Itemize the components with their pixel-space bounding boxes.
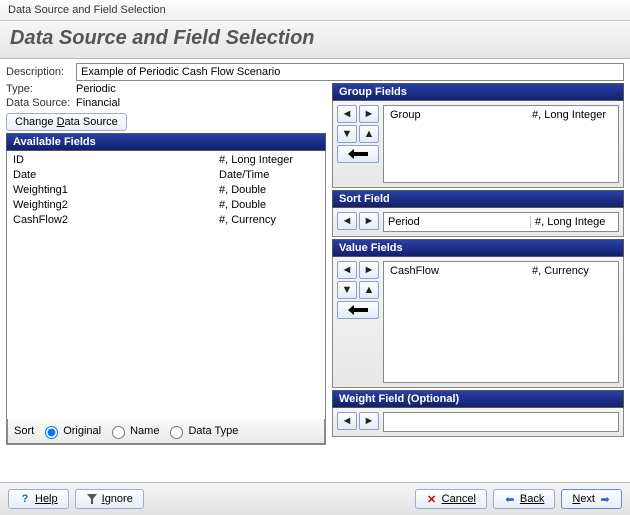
field-type: #, Double — [219, 183, 319, 198]
available-fields-header: Available Fields — [6, 133, 326, 151]
datasource-value: Financial — [76, 97, 326, 109]
sort-original-label: Original — [63, 425, 101, 437]
sort-datatype-radio[interactable] — [170, 426, 183, 439]
sort-move-left-button[interactable]: ◄ — [337, 212, 357, 230]
value-move-up-button[interactable]: ▲ — [359, 281, 379, 299]
weight-field-slot[interactable] — [383, 412, 619, 432]
bottom-bar: ? Help Ignore ✕ Cancel ⬅ Back Next ➡ — [0, 482, 630, 515]
weight-move-right-button[interactable]: ► — [359, 412, 379, 430]
page-title: Data Source and Field Selection — [10, 27, 620, 50]
arrow-left-icon: ⬅ — [504, 493, 516, 505]
value-fields-list[interactable]: CashFlow#, Currency — [383, 261, 619, 383]
next-label: Next — [572, 493, 595, 505]
field-type: Date/Time — [219, 168, 319, 183]
field-name: Date — [13, 168, 219, 183]
back-label: Back — [520, 493, 544, 505]
help-label: Help — [35, 493, 58, 505]
change-datasource-label: Change Data Source — [15, 116, 118, 128]
weight-field-header: Weight Field (Optional) — [332, 390, 624, 408]
group-fields-header: Group Fields — [332, 83, 624, 101]
list-item[interactable]: Weighting2#, Double — [7, 198, 325, 213]
list-item[interactable]: Group#, Long Integer — [384, 108, 618, 123]
sort-name-radio[interactable] — [112, 426, 125, 439]
datasource-label: Data Source: — [6, 97, 76, 109]
cancel-button[interactable]: ✕ Cancel — [415, 489, 487, 509]
weight-move-left-button[interactable]: ◄ — [337, 412, 357, 430]
list-item[interactable]: Weighting1#, Double — [7, 183, 325, 198]
cancel-label: Cancel — [442, 493, 476, 505]
value-move-right-button[interactable]: ► — [359, 261, 379, 279]
list-item[interactable]: DateDate/Time — [7, 168, 325, 183]
ignore-button[interactable]: Ignore — [75, 489, 144, 509]
help-button[interactable]: ? Help — [8, 489, 69, 509]
field-type: #, Long Intege — [530, 216, 618, 228]
group-fields-list[interactable]: Group#, Long Integer — [383, 105, 619, 183]
sort-field-slot[interactable]: Period #, Long Intege — [383, 212, 619, 232]
next-button[interactable]: Next ➡ — [561, 489, 622, 509]
list-item[interactable]: ID#, Long Integer — [7, 153, 325, 168]
sort-datatype-option[interactable]: Data Type — [165, 423, 238, 439]
field-name: Weighting1 — [13, 183, 219, 198]
value-arrow-pad: ◄ ► ▼ ▲ — [337, 261, 379, 383]
value-fields-header: Value Fields — [332, 239, 624, 257]
field-type: #, Long Integer — [532, 108, 612, 123]
list-item[interactable]: CashFlow2#, Currency — [7, 213, 325, 228]
group-arrow-pad: ◄ ► ▼ ▲ — [337, 105, 379, 183]
ignore-label: Ignore — [102, 493, 133, 505]
sort-label: Sort — [14, 425, 34, 437]
change-datasource-button[interactable]: Change Data Source — [6, 113, 127, 131]
sort-original-radio[interactable] — [45, 426, 58, 439]
field-type: #, Currency — [219, 213, 319, 228]
main-header: Data Source and Field Selection — [0, 21, 630, 59]
sort-datatype-label: Data Type — [188, 425, 238, 437]
description-label: Description: — [6, 66, 76, 78]
value-move-down-button[interactable]: ▼ — [337, 281, 357, 299]
field-type: #, Double — [219, 198, 319, 213]
field-name: CashFlow2 — [13, 213, 219, 228]
description-input[interactable] — [76, 63, 624, 81]
back-button[interactable]: ⬅ Back — [493, 489, 555, 509]
field-type: #, Long Integer — [219, 153, 319, 168]
value-move-left-button[interactable]: ◄ — [337, 261, 357, 279]
value-remove-all-button[interactable] — [337, 301, 379, 319]
group-move-down-button[interactable]: ▼ — [337, 125, 357, 143]
group-move-up-button[interactable]: ▲ — [359, 125, 379, 143]
sort-field-header: Sort Field — [332, 190, 624, 208]
group-move-right-button[interactable]: ► — [359, 105, 379, 123]
arrow-right-icon: ➡ — [599, 493, 611, 505]
help-icon: ? — [19, 493, 31, 505]
sort-original-option[interactable]: Original — [40, 423, 101, 439]
field-type: #, Currency — [532, 264, 612, 279]
available-fields-list[interactable]: ID#, Long Integer DateDate/Time Weightin… — [7, 151, 325, 419]
cancel-icon: ✕ — [426, 493, 438, 505]
filter-icon — [86, 493, 98, 505]
sort-name-option[interactable]: Name — [107, 423, 159, 439]
type-label: Type: — [6, 83, 76, 95]
field-name: Period — [384, 216, 530, 228]
sort-name-label: Name — [130, 425, 159, 437]
field-name: Group — [390, 108, 532, 123]
list-item[interactable]: CashFlow#, Currency — [384, 264, 618, 279]
field-name: CashFlow — [390, 264, 532, 279]
group-remove-all-button[interactable] — [337, 145, 379, 163]
sort-bar: Sort Original Name Data Type — [7, 419, 325, 444]
field-name: ID — [13, 153, 219, 168]
sort-move-right-button[interactable]: ► — [359, 212, 379, 230]
group-move-left-button[interactable]: ◄ — [337, 105, 357, 123]
type-value: Periodic — [76, 83, 326, 95]
window-title: Data Source and Field Selection — [0, 0, 630, 21]
field-name: Weighting2 — [13, 198, 219, 213]
